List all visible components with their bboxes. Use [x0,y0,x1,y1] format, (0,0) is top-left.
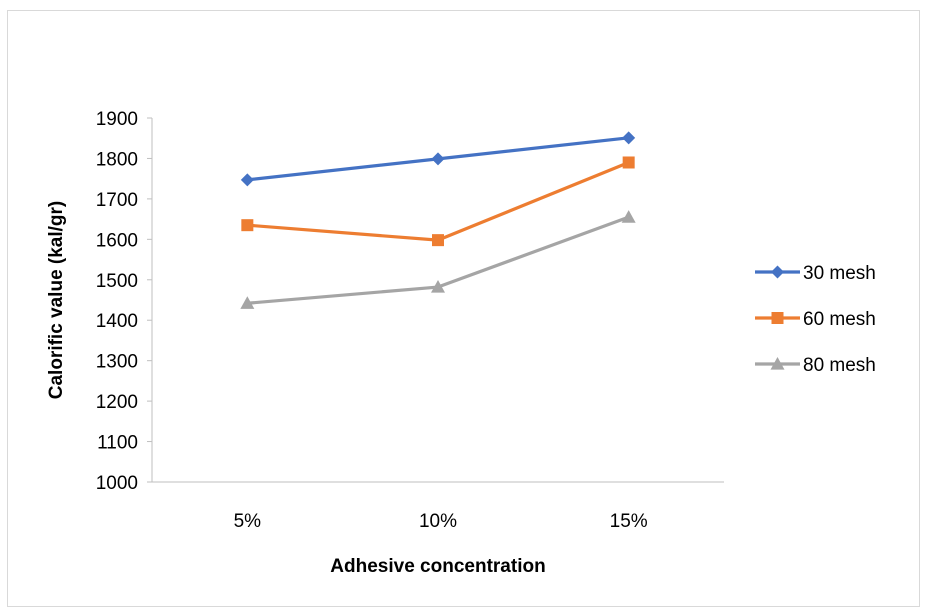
data-point-60-mesh-10pct [432,234,444,247]
x-tick-labels: 5% 10% 15% [234,511,648,532]
series-markers [240,131,636,309]
y-tick-labels: 1000 1100 1200 1300 1400 1500 1600 1700 1800 1900 [96,109,152,494]
data-point-60-mesh-5pct [241,219,254,232]
x-axis-title: Adhesive concentration [330,556,545,577]
data-point-80-mesh-10pct [431,280,445,293]
y-tick-label: 1600 [96,230,138,251]
x-tick-label: 10% [419,511,457,532]
x-tick-label: 15% [610,511,648,532]
y-tick-label: 1400 [96,311,138,332]
data-point-30-mesh-15pct [622,131,636,145]
legend-marker [771,265,784,279]
axes [151,118,724,483]
data-point-80-mesh-15pct [621,210,636,223]
y-tick-label: 1800 [96,149,138,170]
legend-marker [771,312,784,324]
y-tick-label: 1000 [96,473,138,494]
data-point-60-mesh-15pct [622,156,635,169]
data-point-30-mesh-10pct [431,152,445,166]
y-tick-label: 1100 [97,433,138,454]
y-tick-label: 1900 [96,109,138,130]
data-point-80-mesh-5pct [240,296,255,309]
y-axis-title: Calorific value (kal/gr) [46,201,67,400]
data-point-30-mesh-5pct [240,173,254,187]
y-tick-label: 1700 [96,190,138,211]
legend-label: 30 mesh [803,263,876,284]
y-tick-label: 1500 [96,271,138,292]
legend: 30 mesh 60 mesh 80 mesh [755,263,876,376]
legend-label: 60 mesh [803,309,876,330]
legend-label: 80 mesh [803,355,876,376]
y-tick-label: 1300 [96,352,138,373]
y-tick-label: 1200 [96,392,138,413]
legend-marker [770,357,785,370]
x-tick-label: 5% [234,511,262,532]
chart-frame [7,10,920,607]
